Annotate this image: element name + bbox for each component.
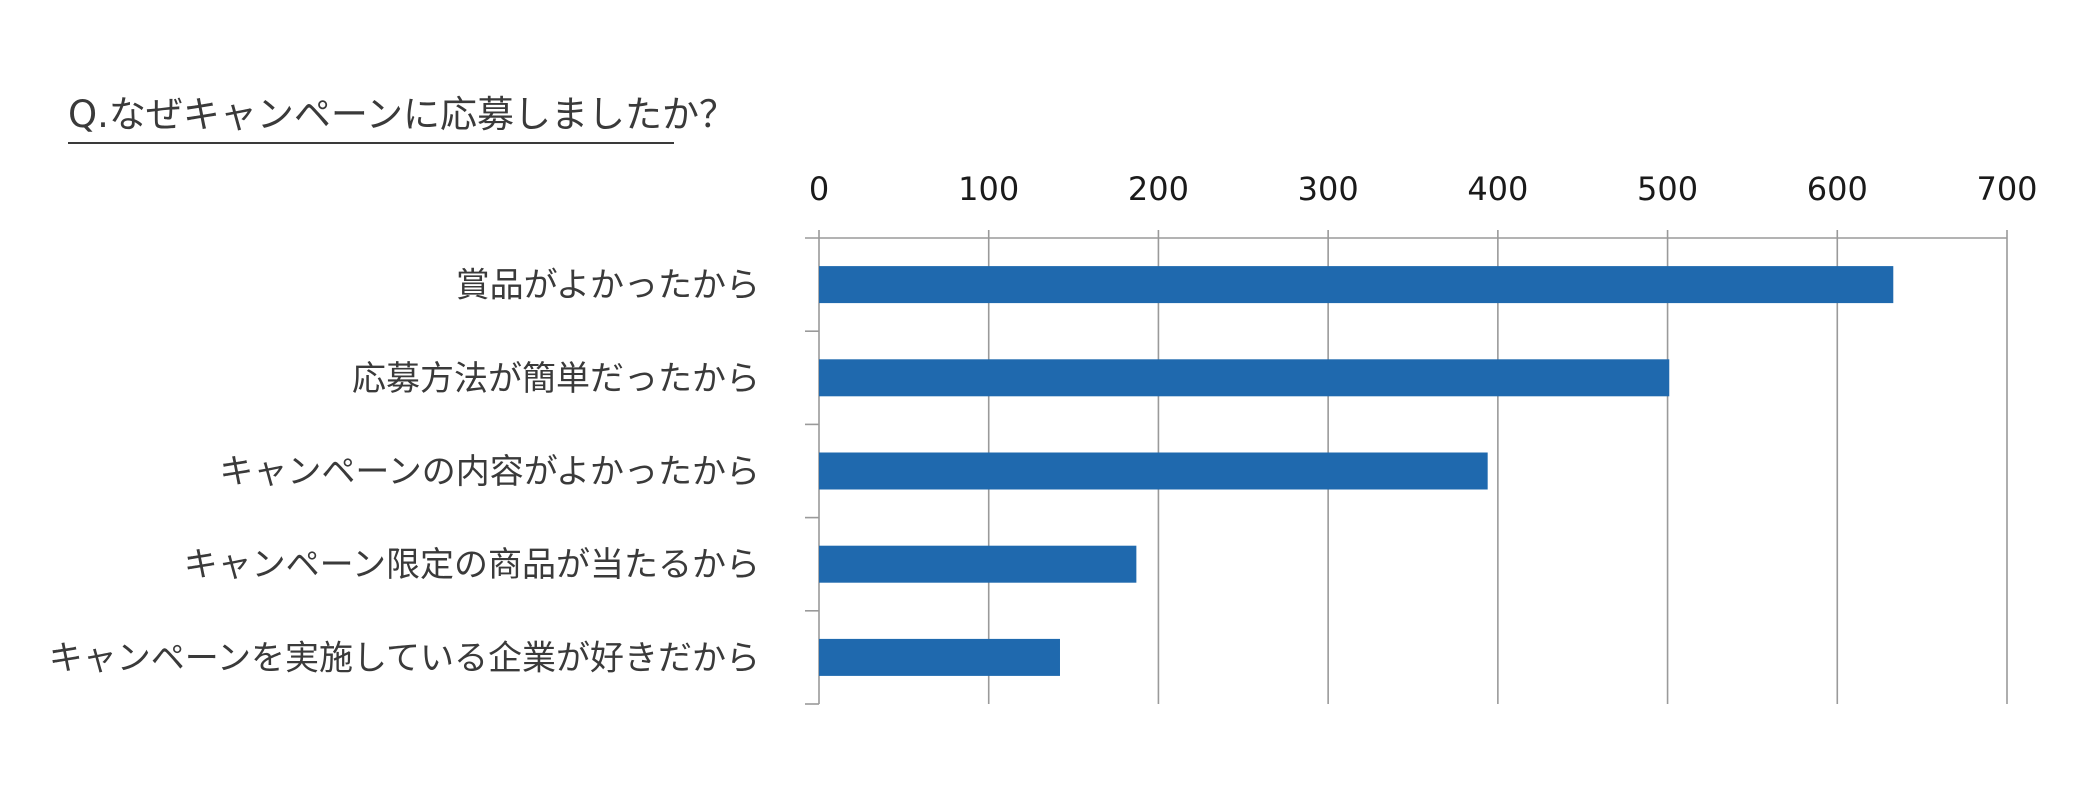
- category-label: 応募方法が簡単だったから: [352, 359, 760, 399]
- bar: [819, 266, 1894, 304]
- x-tick-label: 400: [1467, 170, 1528, 208]
- bar: [819, 638, 1060, 676]
- category-label: キャンペーンの内容がよかったから: [219, 452, 760, 492]
- bars-layer: [819, 266, 1894, 676]
- bar: [819, 359, 1670, 397]
- category-labels-layer: 賞品がよかったから応募方法が簡単だったからキャンペーンの内容がよかったからキャン…: [49, 266, 760, 679]
- tick-labels-layer: 0 100 200 300 400 500 600 700: [809, 170, 2038, 208]
- bar: [819, 452, 1488, 490]
- x-tick-label: 0: [809, 170, 829, 208]
- bar: [819, 545, 1137, 583]
- x-tick-label: 500: [1637, 170, 1698, 208]
- x-tick-label: 100: [958, 170, 1019, 208]
- page-title: Q.なぜキャンペーンに応募しましたか？: [68, 93, 737, 136]
- x-tick-label: 300: [1298, 170, 1359, 208]
- x-tick-label: 600: [1807, 170, 1868, 208]
- title-underline: [68, 142, 674, 144]
- category-label: キャンペーン限定の商品が当たるから: [184, 545, 760, 585]
- x-tick-label: 200: [1128, 170, 1189, 208]
- axis-layer: [805, 237, 2007, 705]
- category-label: キャンペーンを実施している企業が好きだから: [49, 638, 760, 678]
- x-tick-label: 700: [1976, 170, 2037, 208]
- category-label: 賞品がよかったから: [456, 266, 760, 306]
- grid-layer: [818, 230, 2008, 704]
